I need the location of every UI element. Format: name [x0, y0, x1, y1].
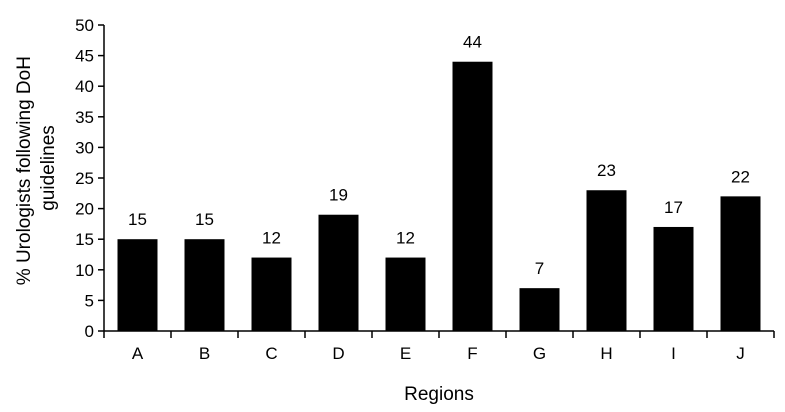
y-tick-label: 25: [75, 169, 94, 188]
data-label-c: 12: [262, 229, 281, 248]
y-tick-label: 45: [75, 47, 94, 66]
data-label-f: 44: [463, 33, 482, 52]
y-axis-label-line-2: guidelines: [38, 125, 59, 211]
y-ticks: 0 5 10 15 20 25 30 35 40 45 50: [75, 16, 104, 341]
y-tick-label: 50: [75, 16, 94, 35]
data-label-a: 15: [128, 210, 147, 229]
x-tick-label-g: G: [533, 344, 546, 363]
y-tick-label: 5: [85, 291, 94, 310]
x-tick-label-d: D: [332, 344, 344, 363]
y-tick-label: 30: [75, 138, 94, 157]
bar-a: [117, 239, 158, 331]
data-label-j: 22: [731, 167, 750, 186]
x-tick-label-f: F: [467, 344, 477, 363]
y-axis-label: % Urologists following DoH guidelines: [14, 51, 59, 285]
bar-i: [653, 226, 694, 331]
data-label-h: 23: [597, 161, 616, 180]
bar-b: [184, 239, 225, 331]
bar-j: [720, 196, 761, 331]
bar-c: [251, 257, 292, 331]
bar-g: [519, 288, 560, 331]
y-tick-label: 40: [75, 77, 94, 96]
x-tick-label-e: E: [400, 344, 411, 363]
x-tick-label-i: I: [671, 344, 676, 363]
x-tick-label-h: H: [600, 344, 612, 363]
y-tick-label: 10: [75, 261, 94, 280]
bar-d: [318, 214, 359, 331]
data-labels: 15 15 12 19 12 44 7 23 17 22: [128, 33, 750, 278]
bars: [117, 61, 761, 331]
data-label-i: 17: [664, 198, 683, 217]
x-ticks: A B C D E F G H I J: [103, 331, 775, 363]
bar-e: [385, 257, 426, 331]
x-tick-label-b: B: [199, 344, 210, 363]
x-axis: A B C D E F G H I J: [103, 330, 775, 363]
x-tick-label-a: A: [132, 344, 144, 363]
y-tick-label: 0: [85, 322, 94, 341]
x-tick-label-j: J: [736, 344, 745, 363]
data-label-d: 19: [329, 186, 348, 205]
x-axis-label: Regions: [404, 384, 474, 405]
data-label-b: 15: [195, 210, 214, 229]
y-tick-label: 20: [75, 200, 94, 219]
bar-h: [586, 190, 627, 331]
y-axis-label-line-1: % Urologists following DoH: [14, 56, 35, 285]
y-tick-label: 35: [75, 108, 94, 127]
bar-f: [452, 61, 493, 331]
y-axis: 0 5 10 15 20 25 30 35 40 45 50: [75, 16, 105, 341]
data-label-g: 7: [535, 259, 544, 278]
x-tick-label-c: C: [265, 344, 277, 363]
data-label-e: 12: [396, 229, 415, 248]
y-tick-label: 15: [75, 230, 94, 249]
